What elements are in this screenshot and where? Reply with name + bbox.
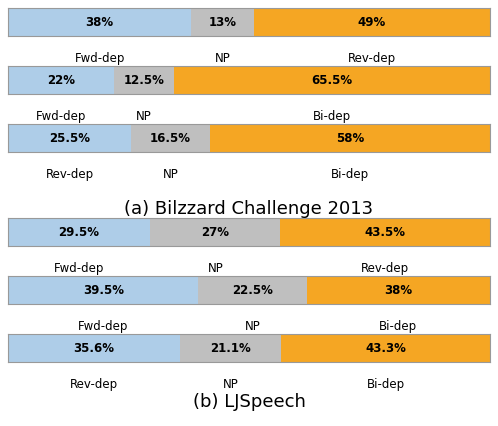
- Text: Bi-dep: Bi-dep: [313, 110, 351, 123]
- Text: NP: NP: [163, 168, 179, 181]
- Bar: [281, 334, 490, 362]
- Text: (b) LJSpeech: (b) LJSpeech: [193, 393, 305, 411]
- Text: 12.5%: 12.5%: [124, 74, 165, 86]
- Bar: [307, 276, 490, 304]
- Bar: [280, 218, 490, 246]
- Text: Rev-dep: Rev-dep: [45, 168, 94, 181]
- Text: 38%: 38%: [384, 283, 412, 296]
- Text: NP: NP: [215, 52, 231, 65]
- Text: 58%: 58%: [336, 132, 365, 144]
- Bar: [174, 66, 490, 94]
- Bar: [114, 66, 174, 94]
- Text: 29.5%: 29.5%: [59, 225, 100, 239]
- Text: 16.5%: 16.5%: [150, 132, 191, 144]
- Text: 43.3%: 43.3%: [365, 342, 406, 354]
- Bar: [180, 334, 281, 362]
- Bar: [150, 218, 280, 246]
- Bar: [254, 8, 490, 36]
- Text: 35.6%: 35.6%: [73, 342, 115, 354]
- Text: Fwd-dep: Fwd-dep: [54, 262, 104, 275]
- Text: NP: NP: [207, 262, 223, 275]
- Bar: [8, 276, 198, 304]
- Bar: [8, 124, 131, 152]
- Text: 22%: 22%: [47, 74, 75, 86]
- Text: Bi-dep: Bi-dep: [331, 168, 370, 181]
- Text: Bi-dep: Bi-dep: [367, 378, 405, 391]
- Text: Fwd-dep: Fwd-dep: [74, 52, 125, 65]
- Bar: [131, 124, 211, 152]
- Bar: [8, 8, 191, 36]
- Text: Fwd-dep: Fwd-dep: [78, 320, 128, 333]
- Bar: [8, 66, 114, 94]
- Text: 21.1%: 21.1%: [210, 342, 251, 354]
- Text: (a) Bilzzard Challenge 2013: (a) Bilzzard Challenge 2013: [124, 200, 374, 218]
- Bar: [8, 334, 180, 362]
- Text: NP: NP: [245, 320, 260, 333]
- Text: 39.5%: 39.5%: [83, 283, 124, 296]
- Text: NP: NP: [136, 110, 152, 123]
- Text: 43.5%: 43.5%: [365, 225, 406, 239]
- Bar: [198, 276, 307, 304]
- Bar: [8, 218, 150, 246]
- Text: Rev-dep: Rev-dep: [70, 378, 118, 391]
- Text: Bi-dep: Bi-dep: [379, 320, 417, 333]
- Text: 22.5%: 22.5%: [232, 283, 273, 296]
- Text: Fwd-dep: Fwd-dep: [36, 110, 86, 123]
- Text: 49%: 49%: [358, 15, 386, 29]
- Text: 25.5%: 25.5%: [49, 132, 90, 144]
- Bar: [191, 8, 254, 36]
- Text: 27%: 27%: [201, 225, 229, 239]
- Text: Rev-dep: Rev-dep: [348, 52, 396, 65]
- Text: 65.5%: 65.5%: [312, 74, 353, 86]
- Text: 38%: 38%: [86, 15, 114, 29]
- Bar: [211, 124, 490, 152]
- Text: 13%: 13%: [209, 15, 237, 29]
- Text: NP: NP: [223, 378, 239, 391]
- Text: Rev-dep: Rev-dep: [361, 262, 409, 275]
